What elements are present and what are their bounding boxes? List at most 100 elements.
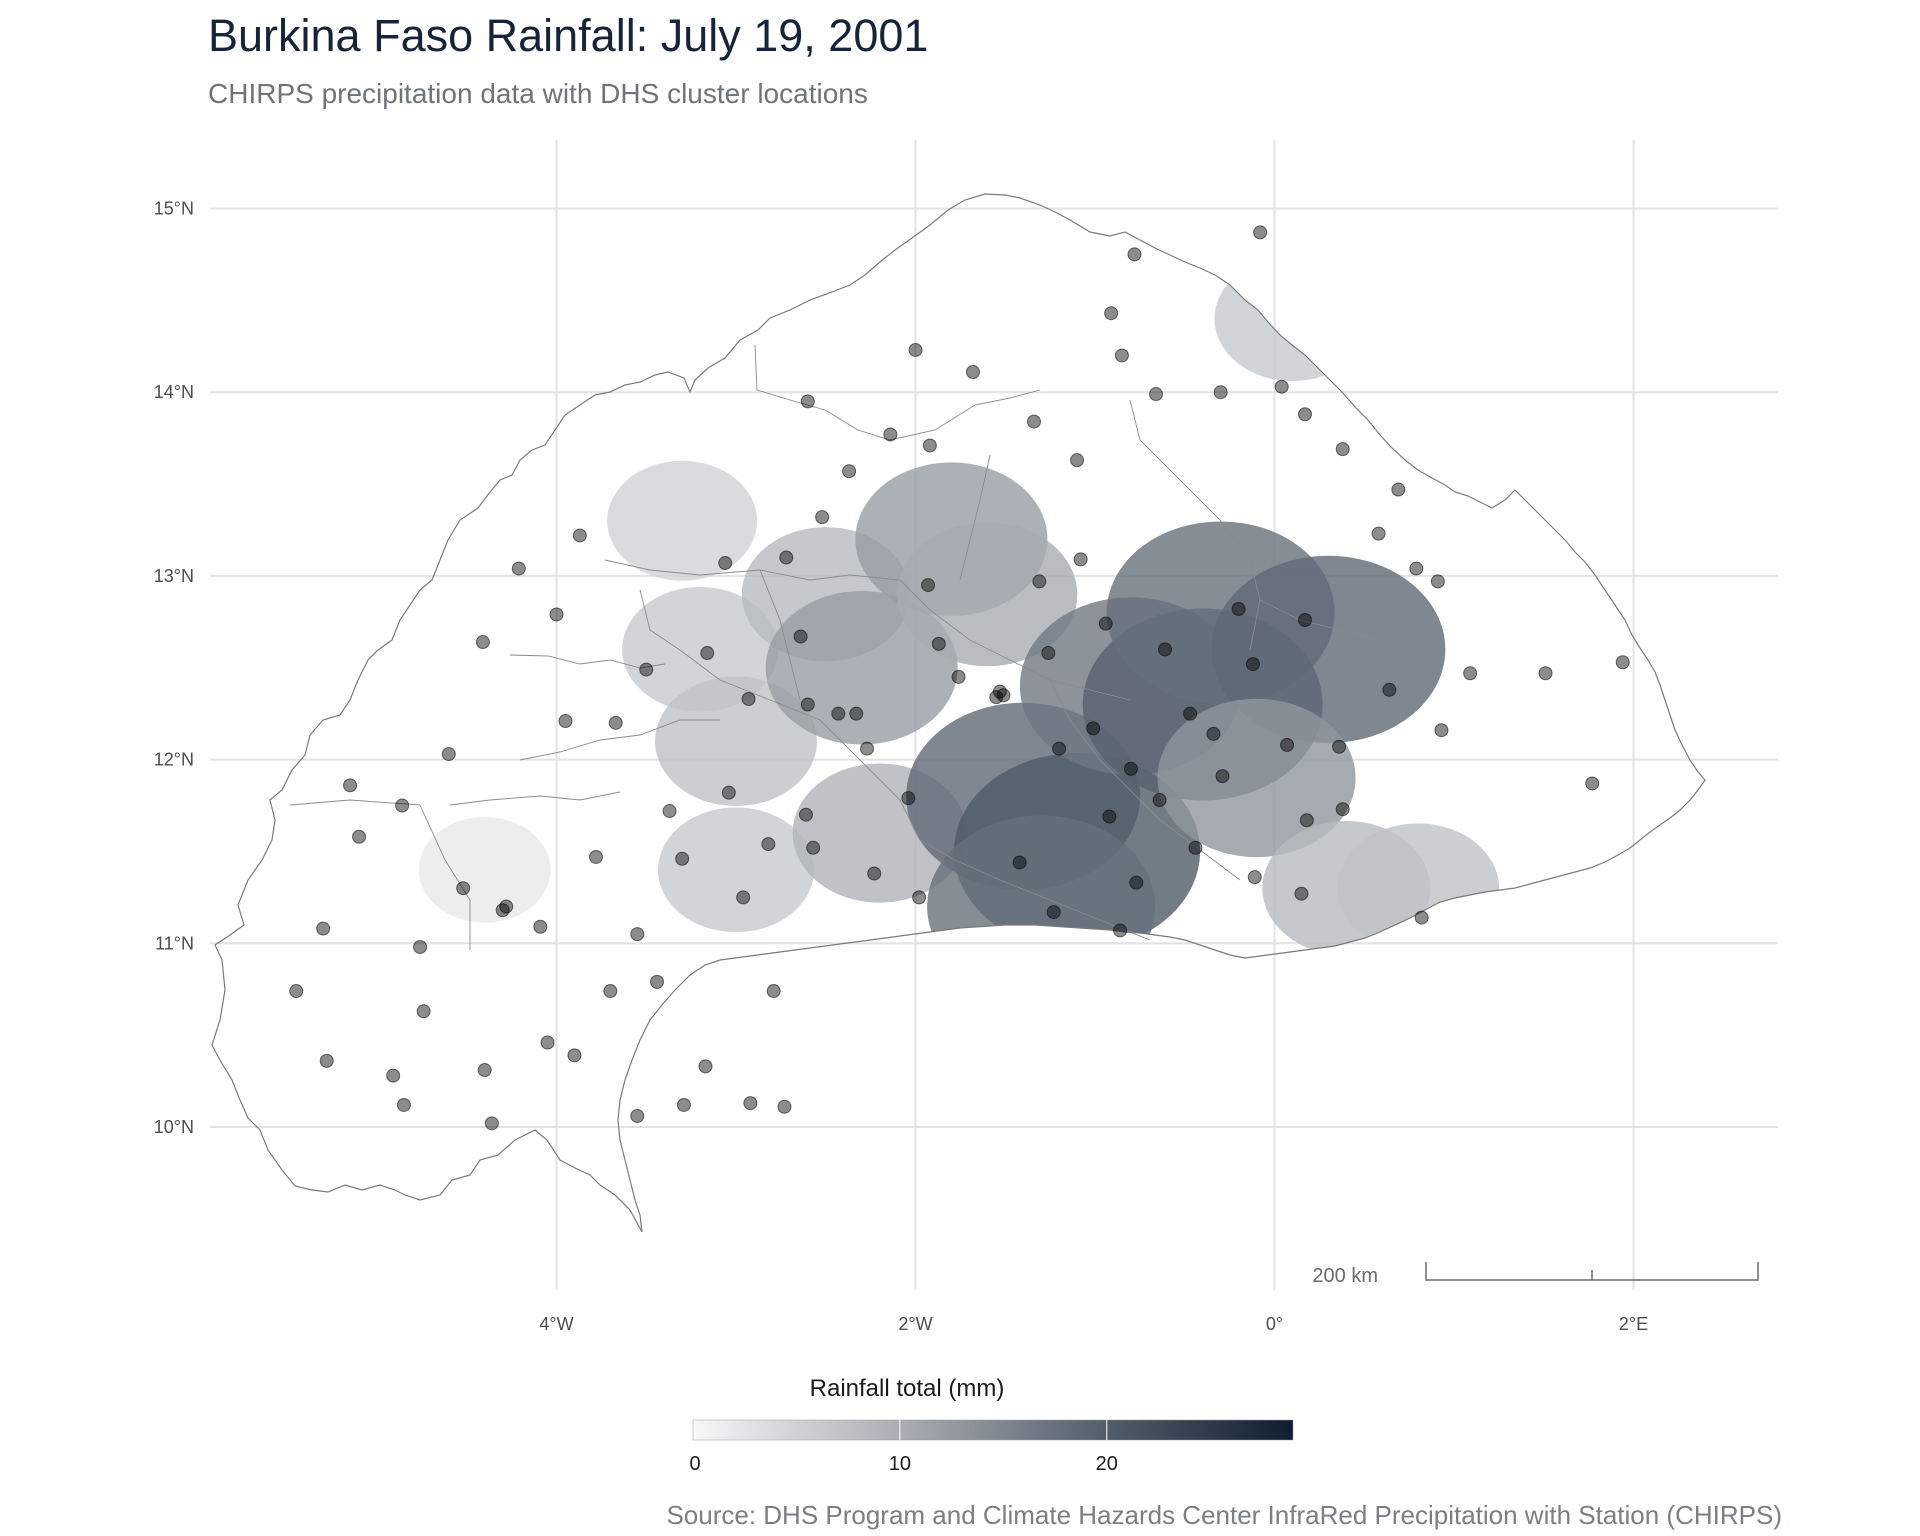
dhs-cluster-point: [883, 427, 898, 442]
scale-bar-label: 200 km: [1312, 1265, 1378, 1287]
dhs-cluster-point: [1409, 561, 1424, 576]
dhs-cluster-point: [922, 438, 937, 453]
province-border: [289, 344, 1381, 950]
dhs-cluster-point: [951, 669, 966, 684]
dhs-cluster-point: [630, 1108, 645, 1123]
dhs-cluster-point: [603, 984, 618, 999]
dhs-cluster-point: [533, 919, 548, 934]
dhs-cluster-point: [761, 837, 776, 852]
y-axis-labels: 15°N 14°N 13°N 12°N 11°N 10°N: [154, 199, 194, 1138]
dhs-cluster-point: [1114, 348, 1129, 363]
rainfall-cell: [1214, 256, 1371, 382]
x-tick-label: 2°W: [898, 1314, 932, 1334]
dhs-cluster-point: [395, 798, 410, 813]
dhs-cluster-point: [511, 561, 526, 576]
x-tick-label: 0°: [1266, 1314, 1283, 1334]
legend: Rainfall total (mm) 0 10 20: [689, 1375, 1294, 1475]
dhs-cluster-point: [675, 851, 690, 866]
dhs-cluster-point: [1213, 385, 1228, 400]
dhs-cluster-point: [1129, 875, 1144, 890]
dhs-cluster-point: [1335, 802, 1350, 817]
dhs-cluster-point: [1382, 682, 1397, 697]
rainfall-cell: [607, 460, 758, 581]
dhs-cluster-point: [1294, 886, 1309, 901]
map-subtitle: CHIRPS precipitation data with DHS clust…: [208, 78, 868, 109]
dhs-cluster-point: [1183, 706, 1198, 721]
legend-tick-label: 0: [689, 1453, 700, 1475]
dhs-cluster-point: [572, 528, 587, 543]
dhs-cluster-point: [842, 464, 857, 479]
dhs-cluster-point: [1615, 655, 1630, 670]
dhs-cluster-point: [1041, 646, 1056, 661]
country-border: [211, 193, 1706, 1233]
legend-tick-label: 20: [1096, 1453, 1118, 1475]
dhs-cluster-point: [1123, 761, 1138, 776]
dhs-cluster-point: [860, 741, 875, 756]
dhs-cluster-point: [912, 890, 927, 905]
dhs-cluster-point: [1585, 776, 1600, 791]
dhs-cluster-point: [1104, 306, 1119, 321]
dhs-cluster-point: [698, 1059, 713, 1074]
dhs-cluster-point: [1152, 793, 1167, 808]
dhs-cluster-point: [386, 1068, 401, 1083]
legend-tick-label: 10: [889, 1453, 911, 1475]
x-axis-labels: 4°W 2°W 0° 2°E: [539, 1314, 1648, 1334]
dhs-cluster-point: [1245, 657, 1260, 672]
y-tick-label: 15°N: [154, 199, 194, 219]
dhs-cluster-point: [1434, 723, 1449, 738]
dhs-cluster-point: [1538, 666, 1553, 681]
scale-bar: 200 km: [1312, 1262, 1759, 1287]
dhs-cluster-point: [1430, 574, 1445, 589]
rainfall-cell: [927, 815, 1156, 998]
dhs-cluster-point: [1299, 813, 1314, 828]
rainfall-cell: [684, 998, 823, 1109]
y-tick-label: 12°N: [154, 750, 194, 770]
dhs-cluster-point: [1102, 809, 1117, 824]
dhs-cluster-point: [931, 636, 946, 651]
dhs-cluster-point: [1188, 840, 1203, 855]
dhs-cluster-point: [901, 791, 916, 806]
dhs-cluster-point: [793, 629, 808, 644]
dhs-cluster-point: [736, 890, 751, 905]
dhs-cluster-point: [1247, 870, 1262, 885]
map-title: Burkina Faso Rainfall: July 19, 2001: [208, 10, 929, 61]
y-tick-label: 11°N: [155, 933, 194, 953]
dhs-cluster-point: [1158, 642, 1173, 657]
dhs-cluster-point: [908, 342, 923, 357]
dhs-cluster-point: [1391, 482, 1406, 497]
dhs-cluster-point: [777, 1099, 792, 1114]
dhs-cluster-point: [766, 984, 781, 999]
y-tick-label: 13°N: [154, 566, 194, 586]
dhs-cluster-point: [413, 939, 428, 954]
dhs-cluster-point: [1298, 407, 1313, 422]
scale-bar-line: [1425, 1262, 1759, 1281]
dhs-cluster-point: [1032, 574, 1047, 589]
dhs-cluster-point: [588, 849, 603, 864]
dhs-cluster-point: [1149, 387, 1164, 402]
dhs-cluster-point: [831, 706, 846, 721]
x-tick-label: 4°W: [539, 1314, 573, 1334]
dhs-cluster-point: [1012, 855, 1027, 870]
dhs-cluster-point: [289, 984, 304, 999]
dhs-cluster-point: [989, 690, 1004, 705]
dhs-cluster-point: [1371, 526, 1386, 541]
dhs-cluster-point: [456, 881, 471, 896]
dhs-cluster-point: [319, 1053, 334, 1068]
y-tick-label: 10°N: [154, 1117, 194, 1137]
dhs-cluster-point: [676, 1097, 691, 1112]
dhs-cluster-point: [1274, 379, 1289, 394]
dhs-cluster-point: [396, 1097, 411, 1112]
dhs-cluster-point: [1253, 225, 1268, 240]
legend-colorbar: [692, 1419, 1294, 1441]
dhs-cluster-point: [1231, 601, 1246, 616]
dhs-cluster-point: [1052, 741, 1067, 756]
source-caption: Source: DHS Program and Climate Hazards …: [666, 1500, 1782, 1530]
dhs-cluster-point: [549, 607, 564, 622]
y-tick-label: 14°N: [154, 382, 194, 402]
dhs-cluster-point: [743, 1096, 758, 1111]
rainfall-cell: [418, 817, 551, 923]
dhs-cluster-point: [1298, 612, 1313, 627]
dhs-cluster-point: [1086, 721, 1101, 736]
dhs-cluster-point: [1127, 247, 1142, 262]
